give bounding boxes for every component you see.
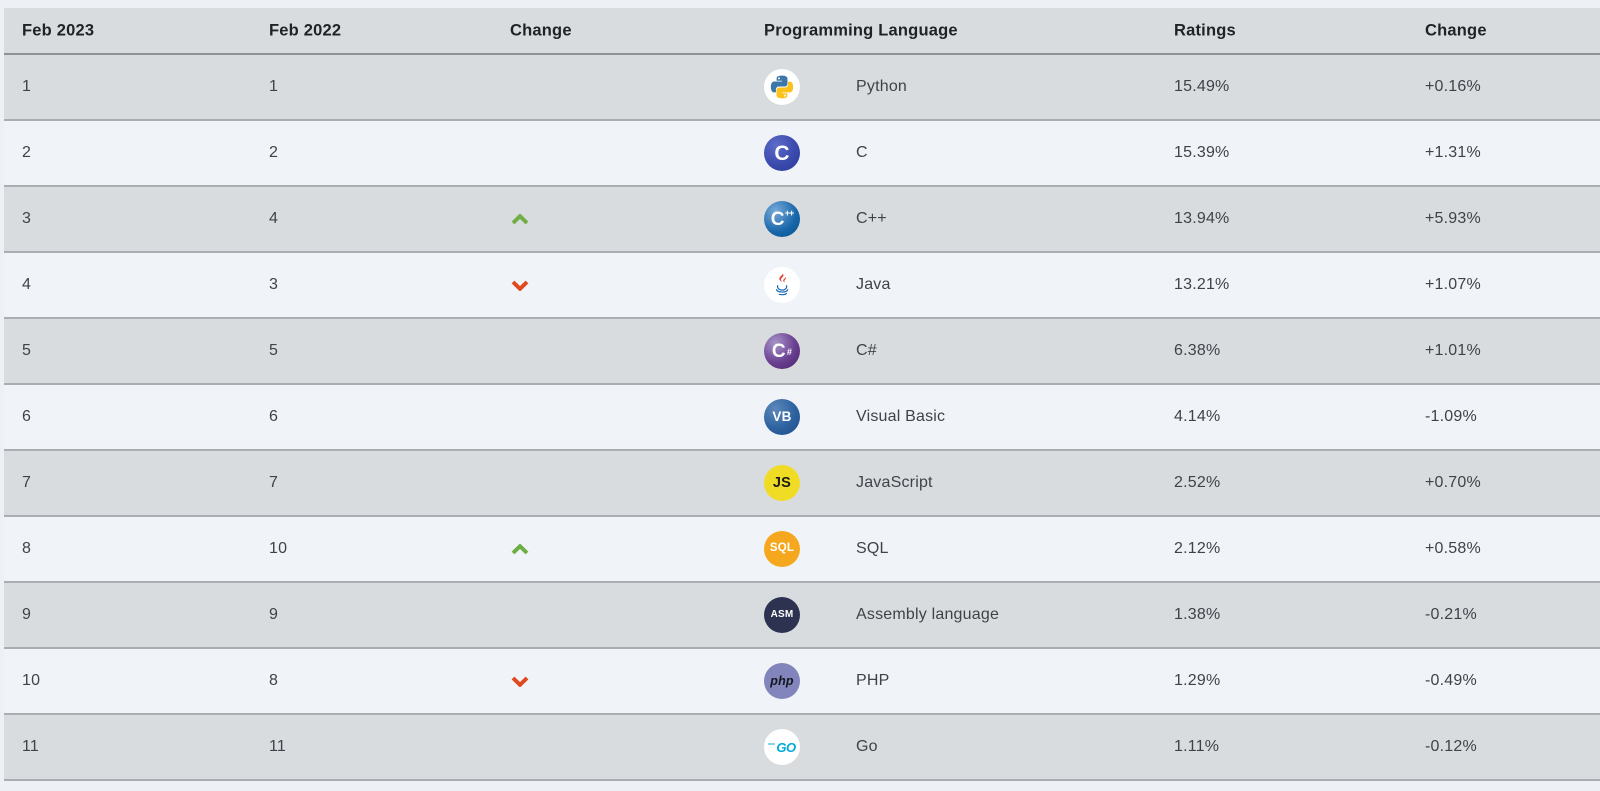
change-value: +5.93% [1425, 210, 1481, 227]
language-name: C# [856, 342, 877, 359]
ratings-value: 15.49% [1174, 78, 1230, 95]
table-row: 2 2 C C 15.39% +1.31% [4, 119, 1600, 185]
change-value: -0.49% [1425, 672, 1477, 689]
ratings-value: 4.14% [1174, 408, 1221, 425]
ratings-value: 1.38% [1174, 606, 1221, 623]
change-value: -0.21% [1425, 606, 1477, 623]
rank-feb2022-cell: 10 [269, 540, 288, 557]
language-name: Python [856, 78, 908, 95]
position-down-arrow-icon [510, 675, 530, 687]
language-name: C [856, 144, 868, 161]
ratings-value: 6.38% [1174, 342, 1221, 359]
rank-feb2022-cell: 5 [269, 342, 279, 359]
language-name: JavaScript [856, 474, 933, 491]
header-ratings: Ratings [1174, 21, 1236, 39]
table-row: 5 5 C # C# 6.38% +1.01% [4, 317, 1600, 383]
language-name: Assembly language [856, 606, 1000, 623]
java-logo-icon [764, 267, 800, 303]
table-row: 1 1 Python 15.49% +0.16% [4, 55, 1600, 119]
table-header-row: Feb 2023 Feb 2022 Change Programming Lan… [4, 8, 1600, 55]
ratings-value: 13.21% [1174, 276, 1230, 293]
rank-feb2023-cell: 7 [22, 474, 32, 491]
csharp-logo-icon: C # [764, 333, 800, 369]
c-logo-icon: C [764, 135, 800, 171]
header-programming-language: Programming Language [764, 21, 958, 39]
rank-feb2023-cell: 4 [22, 276, 32, 293]
javascript-logo-icon: JS [764, 465, 800, 501]
rank-feb2022-cell: 6 [269, 408, 279, 425]
rank-feb2023-cell: 5 [22, 342, 32, 359]
visual-basic-logo-icon: VB [764, 399, 800, 435]
position-up-arrow-icon [510, 543, 530, 555]
sql-logo-icon: SQL [764, 531, 800, 567]
ratings-value: 13.94% [1174, 210, 1230, 227]
rank-feb2022-cell: 3 [269, 276, 279, 293]
language-name: SQL [856, 540, 889, 557]
rank-feb2023-cell: 11 [22, 738, 40, 755]
assembly-logo-icon: ASM [764, 597, 800, 633]
rank-feb2022-cell: 4 [269, 210, 279, 227]
header-feb-2022: Feb 2022 [269, 21, 342, 39]
change-value: +1.01% [1425, 342, 1481, 359]
go-logo-icon: GO [764, 729, 800, 765]
change-value: -1.09% [1425, 408, 1477, 425]
language-name: Visual Basic [856, 408, 946, 425]
change-value: +0.58% [1425, 540, 1481, 557]
rank-feb2022-cell: 8 [269, 672, 279, 689]
table-row: 4 3 Java 13.21% +1.07% [4, 251, 1600, 317]
header-position-change: Change [510, 21, 572, 39]
rank-feb2022-cell: 2 [269, 144, 279, 161]
table-row: 3 4 C ++ C++ 13.94% +5.93% [4, 185, 1600, 251]
change-value: -0.12% [1425, 738, 1477, 755]
rank-feb2022-cell: 1 [269, 78, 279, 95]
python-logo-icon [764, 69, 800, 105]
ratings-value: 1.29% [1174, 672, 1221, 689]
rank-feb2022-cell: 9 [269, 606, 279, 623]
table-row: 6 6 VB Visual Basic 4.14% -1.09% [4, 383, 1600, 449]
change-value: +1.31% [1425, 144, 1481, 161]
rank-feb2023-cell: 1 [22, 78, 32, 95]
rank-feb2023-cell: 6 [22, 408, 32, 425]
rank-feb2023-cell: 10 [22, 672, 41, 689]
language-name: Java [856, 276, 891, 293]
table-row: 8 10 SQL SQL 2.12% +0.58% [4, 515, 1600, 581]
language-name: Go [856, 738, 878, 755]
rank-feb2023-cell: 3 [22, 210, 32, 227]
cpp-logo-icon: C ++ [764, 201, 800, 237]
change-value: +1.07% [1425, 276, 1481, 293]
change-value: +0.70% [1425, 474, 1481, 491]
table-row: 9 9 ASM Assembly language 1.38% -0.21% [4, 581, 1600, 647]
go-speed-lines [768, 742, 776, 746]
ratings-value: 2.12% [1174, 540, 1221, 557]
rank-feb2023-cell: 8 [22, 540, 32, 557]
change-value: +0.16% [1425, 78, 1481, 95]
table-body: 1 1 Python 15.49% +0.16% 2 2 C C 15.39% … [4, 55, 1600, 781]
table-row: 10 8 php PHP 1.29% -0.49% [4, 647, 1600, 713]
ratings-value: 2.52% [1174, 474, 1221, 491]
ratings-value: 1.11% [1174, 738, 1220, 755]
rank-feb2023-cell: 9 [22, 606, 32, 623]
language-name: C++ [856, 210, 887, 227]
table-row: 11 11 GO Go 1.11% -0.12% [4, 713, 1600, 779]
rank-feb2022-cell: 11 [269, 738, 287, 755]
header-ratings-change: Change [1425, 21, 1487, 39]
table-row: 7 7 JS JavaScript 2.52% +0.70% [4, 449, 1600, 515]
rank-feb2022-cell: 7 [269, 474, 279, 491]
language-ranking-table: Feb 2023 Feb 2022 Change Programming Lan… [4, 8, 1600, 781]
ratings-value: 15.39% [1174, 144, 1230, 161]
language-name: PHP [856, 672, 890, 689]
position-down-arrow-icon [510, 279, 530, 291]
position-up-arrow-icon [510, 213, 530, 225]
php-logo-icon: php [764, 663, 800, 699]
rank-feb2023-cell: 2 [22, 144, 32, 161]
header-feb-2023: Feb 2023 [22, 21, 95, 39]
